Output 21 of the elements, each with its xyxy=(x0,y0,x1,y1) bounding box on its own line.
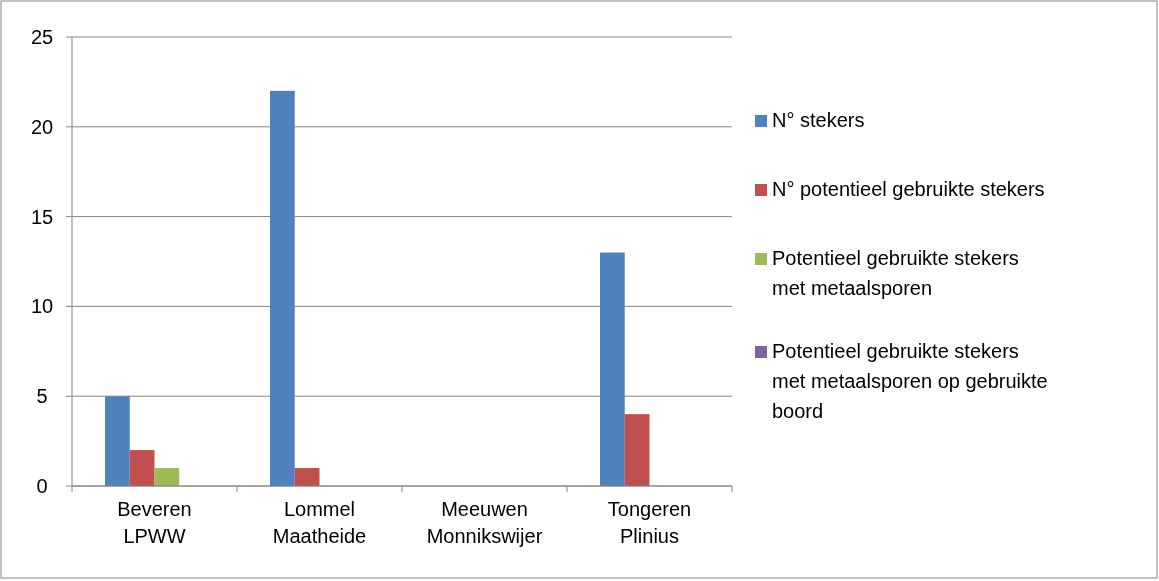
legend-label: N° potentieel gebruikte stekers xyxy=(772,178,1045,200)
bar xyxy=(600,252,625,486)
legend-label: Potentieel gebruikte stekers met metaalsporen xyxy=(772,247,1019,299)
bar xyxy=(105,396,130,486)
y-tick-label: 15 xyxy=(30,205,54,228)
bar xyxy=(270,90,295,486)
x-tick-label: Lommel Maatheide xyxy=(272,498,367,547)
bar xyxy=(154,468,180,486)
x-tick-label: Meeuwen Monnikswijer xyxy=(426,498,543,547)
legend-label: Potentieel gebruikte stekers met metaalsporen op gebruikte boord xyxy=(772,340,1048,422)
bar xyxy=(129,450,155,486)
y-tick-label: 25 xyxy=(30,26,54,48)
y-tick-label: 5 xyxy=(36,385,48,408)
x-tick-label: Beveren LPWW xyxy=(117,498,192,547)
bar xyxy=(624,414,650,486)
y-tick-label: 0 xyxy=(36,475,48,497)
y-tick-label: 10 xyxy=(30,295,54,318)
y-tick-label: 20 xyxy=(30,115,54,138)
legend-label: N° stekers xyxy=(772,109,865,131)
bar xyxy=(294,468,320,486)
x-tick-label: Tongeren Plinius xyxy=(607,498,692,547)
